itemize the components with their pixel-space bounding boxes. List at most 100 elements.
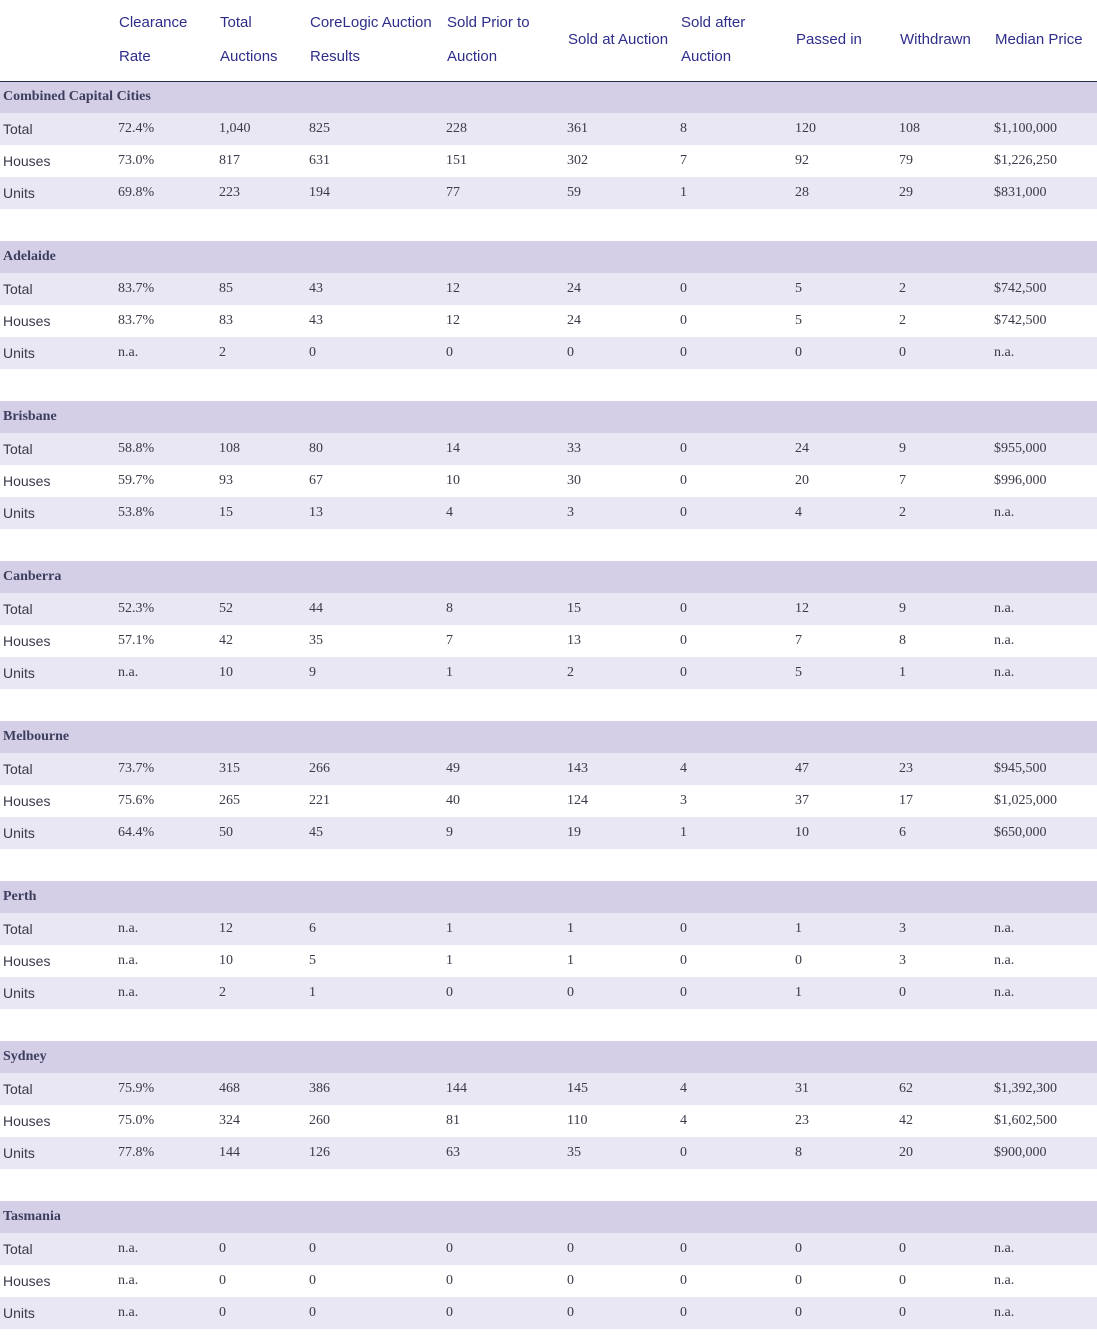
cell-sold-at-auction: 302 xyxy=(564,145,677,177)
column-header-total-auctions: Total Auctions xyxy=(216,0,306,82)
row-type-label: Houses xyxy=(0,305,115,337)
cell-sold-after-auction: 0 xyxy=(677,1137,792,1169)
cell-corelogic-auction-results: 221 xyxy=(306,785,443,817)
spacer-cell xyxy=(0,689,1097,721)
cell-corelogic-auction-results: 1 xyxy=(306,977,443,1009)
cell-withdrawn: 1 xyxy=(896,657,991,689)
row-type-label: Units xyxy=(0,1137,115,1169)
table-row: Houses n.a. 10 5 1 1 0 0 3 n.a. xyxy=(0,945,1097,977)
cell-passed-in: 4 xyxy=(792,497,896,529)
cell-withdrawn: 6 xyxy=(896,817,991,849)
cell-corelogic-auction-results: 386 xyxy=(306,1073,443,1105)
cell-corelogic-auction-results: 631 xyxy=(306,145,443,177)
row-type-label: Units xyxy=(0,177,115,209)
cell-withdrawn: 79 xyxy=(896,145,991,177)
row-type-label: Houses xyxy=(0,465,115,497)
column-header-median-price: Median Price xyxy=(991,0,1097,82)
cell-sold-after-auction: 1 xyxy=(677,177,792,209)
table-row: Houses 57.1% 42 35 7 13 0 7 8 n.a. xyxy=(0,625,1097,657)
cell-total-auctions: 93 xyxy=(216,465,306,497)
cell-corelogic-auction-results: 13 xyxy=(306,497,443,529)
cell-median-price: n.a. xyxy=(991,657,1097,689)
cell-corelogic-auction-results: 0 xyxy=(306,1265,443,1297)
cell-corelogic-auction-results: 194 xyxy=(306,177,443,209)
cell-sold-prior-to-auction: 0 xyxy=(443,1233,564,1265)
cell-passed-in: 47 xyxy=(792,753,896,785)
cell-sold-at-auction: 0 xyxy=(564,977,677,1009)
cell-corelogic-auction-results: 5 xyxy=(306,945,443,977)
column-header-sold-after-auction: Sold after Auction xyxy=(677,0,792,82)
cell-passed-in: 0 xyxy=(792,945,896,977)
region-row-perth: Perth xyxy=(0,881,1097,913)
cell-passed-in: 5 xyxy=(792,657,896,689)
cell-sold-prior-to-auction: 0 xyxy=(443,337,564,369)
spacer-cell xyxy=(0,209,1097,241)
cell-withdrawn: 20 xyxy=(896,1137,991,1169)
table-row: Units n.a. 2 1 0 0 0 1 0 n.a. xyxy=(0,977,1097,1009)
cell-clearance-rate: 57.1% xyxy=(115,625,216,657)
cell-sold-after-auction: 0 xyxy=(677,465,792,497)
region-name: Sydney xyxy=(0,1041,1097,1073)
cell-total-auctions: 83 xyxy=(216,305,306,337)
cell-sold-at-auction: 35 xyxy=(564,1137,677,1169)
cell-median-price: $1,602,500 xyxy=(991,1105,1097,1137)
cell-clearance-rate: 77.8% xyxy=(115,1137,216,1169)
cell-total-auctions: 468 xyxy=(216,1073,306,1105)
spacer-row xyxy=(0,369,1097,401)
cell-sold-at-auction: 0 xyxy=(564,1297,677,1329)
table-row: Total 73.7% 315 266 49 143 4 47 23 $945,500 xyxy=(0,753,1097,785)
table-row: Total 83.7% 85 43 12 24 0 5 2 $742,500 xyxy=(0,273,1097,305)
cell-clearance-rate: 75.6% xyxy=(115,785,216,817)
cell-withdrawn: 0 xyxy=(896,977,991,1009)
spacer-cell xyxy=(0,849,1097,881)
cell-passed-in: 31 xyxy=(792,1073,896,1105)
cell-total-auctions: 265 xyxy=(216,785,306,817)
cell-median-price: n.a. xyxy=(991,945,1097,977)
cell-passed-in: 7 xyxy=(792,625,896,657)
cell-sold-after-auction: 0 xyxy=(677,433,792,465)
cell-median-price: $1,100,000 xyxy=(991,113,1097,145)
cell-clearance-rate: n.a. xyxy=(115,945,216,977)
region-row-brisbane: Brisbane xyxy=(0,401,1097,433)
cell-passed-in: 20 xyxy=(792,465,896,497)
cell-sold-after-auction: 3 xyxy=(677,785,792,817)
cell-withdrawn: 2 xyxy=(896,305,991,337)
table-row: Houses n.a. 0 0 0 0 0 0 0 n.a. xyxy=(0,1265,1097,1297)
table-body: Combined Capital Cities Total 72.4% 1,040 82… xyxy=(0,81,1097,1329)
cell-sold-at-auction: 24 xyxy=(564,273,677,305)
table-row: Total 75.9% 468 386 144 145 4 31 62 $1,392,300 xyxy=(0,1073,1097,1105)
cell-corelogic-auction-results: 43 xyxy=(306,305,443,337)
cell-median-price: $1,226,250 xyxy=(991,145,1097,177)
cell-total-auctions: 0 xyxy=(216,1233,306,1265)
row-type-label: Total xyxy=(0,753,115,785)
cell-sold-prior-to-auction: 7 xyxy=(443,625,564,657)
cell-sold-prior-to-auction: 14 xyxy=(443,433,564,465)
cell-median-price: $742,500 xyxy=(991,305,1097,337)
cell-clearance-rate: n.a. xyxy=(115,1297,216,1329)
cell-sold-after-auction: 4 xyxy=(677,1105,792,1137)
cell-corelogic-auction-results: 0 xyxy=(306,1233,443,1265)
cell-sold-prior-to-auction: 77 xyxy=(443,177,564,209)
cell-withdrawn: 17 xyxy=(896,785,991,817)
cell-total-auctions: 15 xyxy=(216,497,306,529)
cell-median-price: n.a. xyxy=(991,625,1097,657)
cell-total-auctions: 12 xyxy=(216,913,306,945)
cell-clearance-rate: n.a. xyxy=(115,977,216,1009)
row-type-label: Total xyxy=(0,113,115,145)
cell-passed-in: 92 xyxy=(792,145,896,177)
region-row-melbourne: Melbourne xyxy=(0,721,1097,753)
row-type-label: Total xyxy=(0,913,115,945)
cell-total-auctions: 108 xyxy=(216,433,306,465)
cell-sold-at-auction: 24 xyxy=(564,305,677,337)
cell-passed-in: 10 xyxy=(792,817,896,849)
cell-clearance-rate: 75.9% xyxy=(115,1073,216,1105)
table-row: Total n.a. 0 0 0 0 0 0 0 n.a. xyxy=(0,1233,1097,1265)
cell-withdrawn: 29 xyxy=(896,177,991,209)
row-type-label: Houses xyxy=(0,1265,115,1297)
cell-sold-after-auction: 0 xyxy=(677,305,792,337)
cell-passed-in: 24 xyxy=(792,433,896,465)
row-type-label: Houses xyxy=(0,945,115,977)
cell-sold-at-auction: 0 xyxy=(564,1233,677,1265)
row-type-label: Units xyxy=(0,977,115,1009)
table-header-row: Clearance Rate Total Auctions CoreLogic Au… xyxy=(0,0,1097,82)
